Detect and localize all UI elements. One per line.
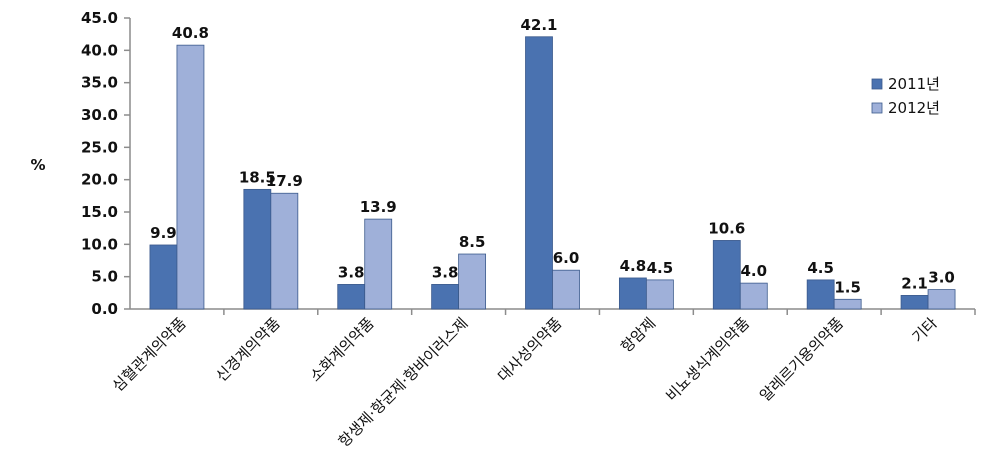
y-tick-label: 30.0 [81, 106, 118, 124]
bar-series2 [459, 254, 486, 309]
data-label: 4.0 [740, 262, 767, 280]
legend-label: 2012년 [888, 99, 940, 117]
legend-swatch [872, 103, 882, 113]
category-label: 심혈관계의약품 [109, 314, 190, 395]
data-label: 42.1 [520, 16, 557, 34]
bar-series2 [271, 193, 298, 309]
bar-series2 [740, 283, 767, 309]
y-tick-label: 0.0 [91, 300, 118, 318]
y-axis-label: % [30, 156, 45, 174]
data-label: 3.8 [432, 263, 459, 281]
data-label: 6.0 [553, 249, 580, 267]
y-tick-label: 10.0 [81, 235, 118, 253]
category-label: 알레르기용의약품 [756, 314, 847, 405]
bar-series1 [619, 278, 646, 309]
data-label: 10.6 [708, 219, 745, 237]
category-label: 항암제 [617, 314, 659, 356]
bar-series2 [646, 280, 673, 309]
y-tick-label: 35.0 [81, 74, 118, 92]
bar-series1 [432, 284, 459, 309]
data-label: 2.1 [901, 274, 928, 292]
y-tick-label: 5.0 [91, 268, 118, 286]
y-tick-label: 45.0 [81, 9, 118, 27]
category-label: 비뇨생식계의약품 [662, 314, 753, 405]
bar-series2 [553, 270, 580, 309]
data-label: 4.5 [807, 259, 834, 277]
bar-series2 [177, 45, 204, 309]
category-label: 소화계의약품 [306, 314, 377, 385]
data-label: 4.5 [647, 259, 674, 277]
data-label: 17.9 [266, 172, 303, 190]
bar-series1 [713, 240, 740, 309]
data-label: 40.8 [172, 24, 209, 42]
category-label: 대사성의약품 [494, 314, 565, 385]
bar-series1 [244, 189, 271, 309]
legend-label: 2011년 [888, 75, 940, 93]
y-tick-label: 20.0 [81, 171, 118, 189]
data-label: 9.9 [150, 224, 177, 242]
bar-series2 [365, 219, 392, 309]
bar-series1 [807, 280, 834, 309]
data-label: 1.5 [834, 278, 861, 296]
legend-swatch [872, 79, 882, 89]
y-tick-label: 40.0 [81, 41, 118, 59]
y-tick-label: 25.0 [81, 138, 118, 156]
bar-series1 [150, 245, 177, 309]
bar-series2 [834, 299, 861, 309]
category-label: 신경계의약품 [212, 314, 283, 385]
y-tick-label: 15.0 [81, 203, 118, 221]
data-label: 3.8 [338, 263, 365, 281]
bar-series1 [526, 37, 553, 309]
data-label: 4.8 [620, 257, 647, 275]
category-label: 기타 [909, 314, 941, 346]
bar-series1 [901, 295, 928, 309]
data-label: 8.5 [459, 233, 486, 251]
data-label: 3.0 [928, 269, 955, 287]
legend: 2011년 2012년 [872, 75, 940, 117]
data-label: 13.9 [360, 198, 397, 216]
bar-series1 [338, 284, 365, 309]
bar-series2 [928, 290, 955, 309]
